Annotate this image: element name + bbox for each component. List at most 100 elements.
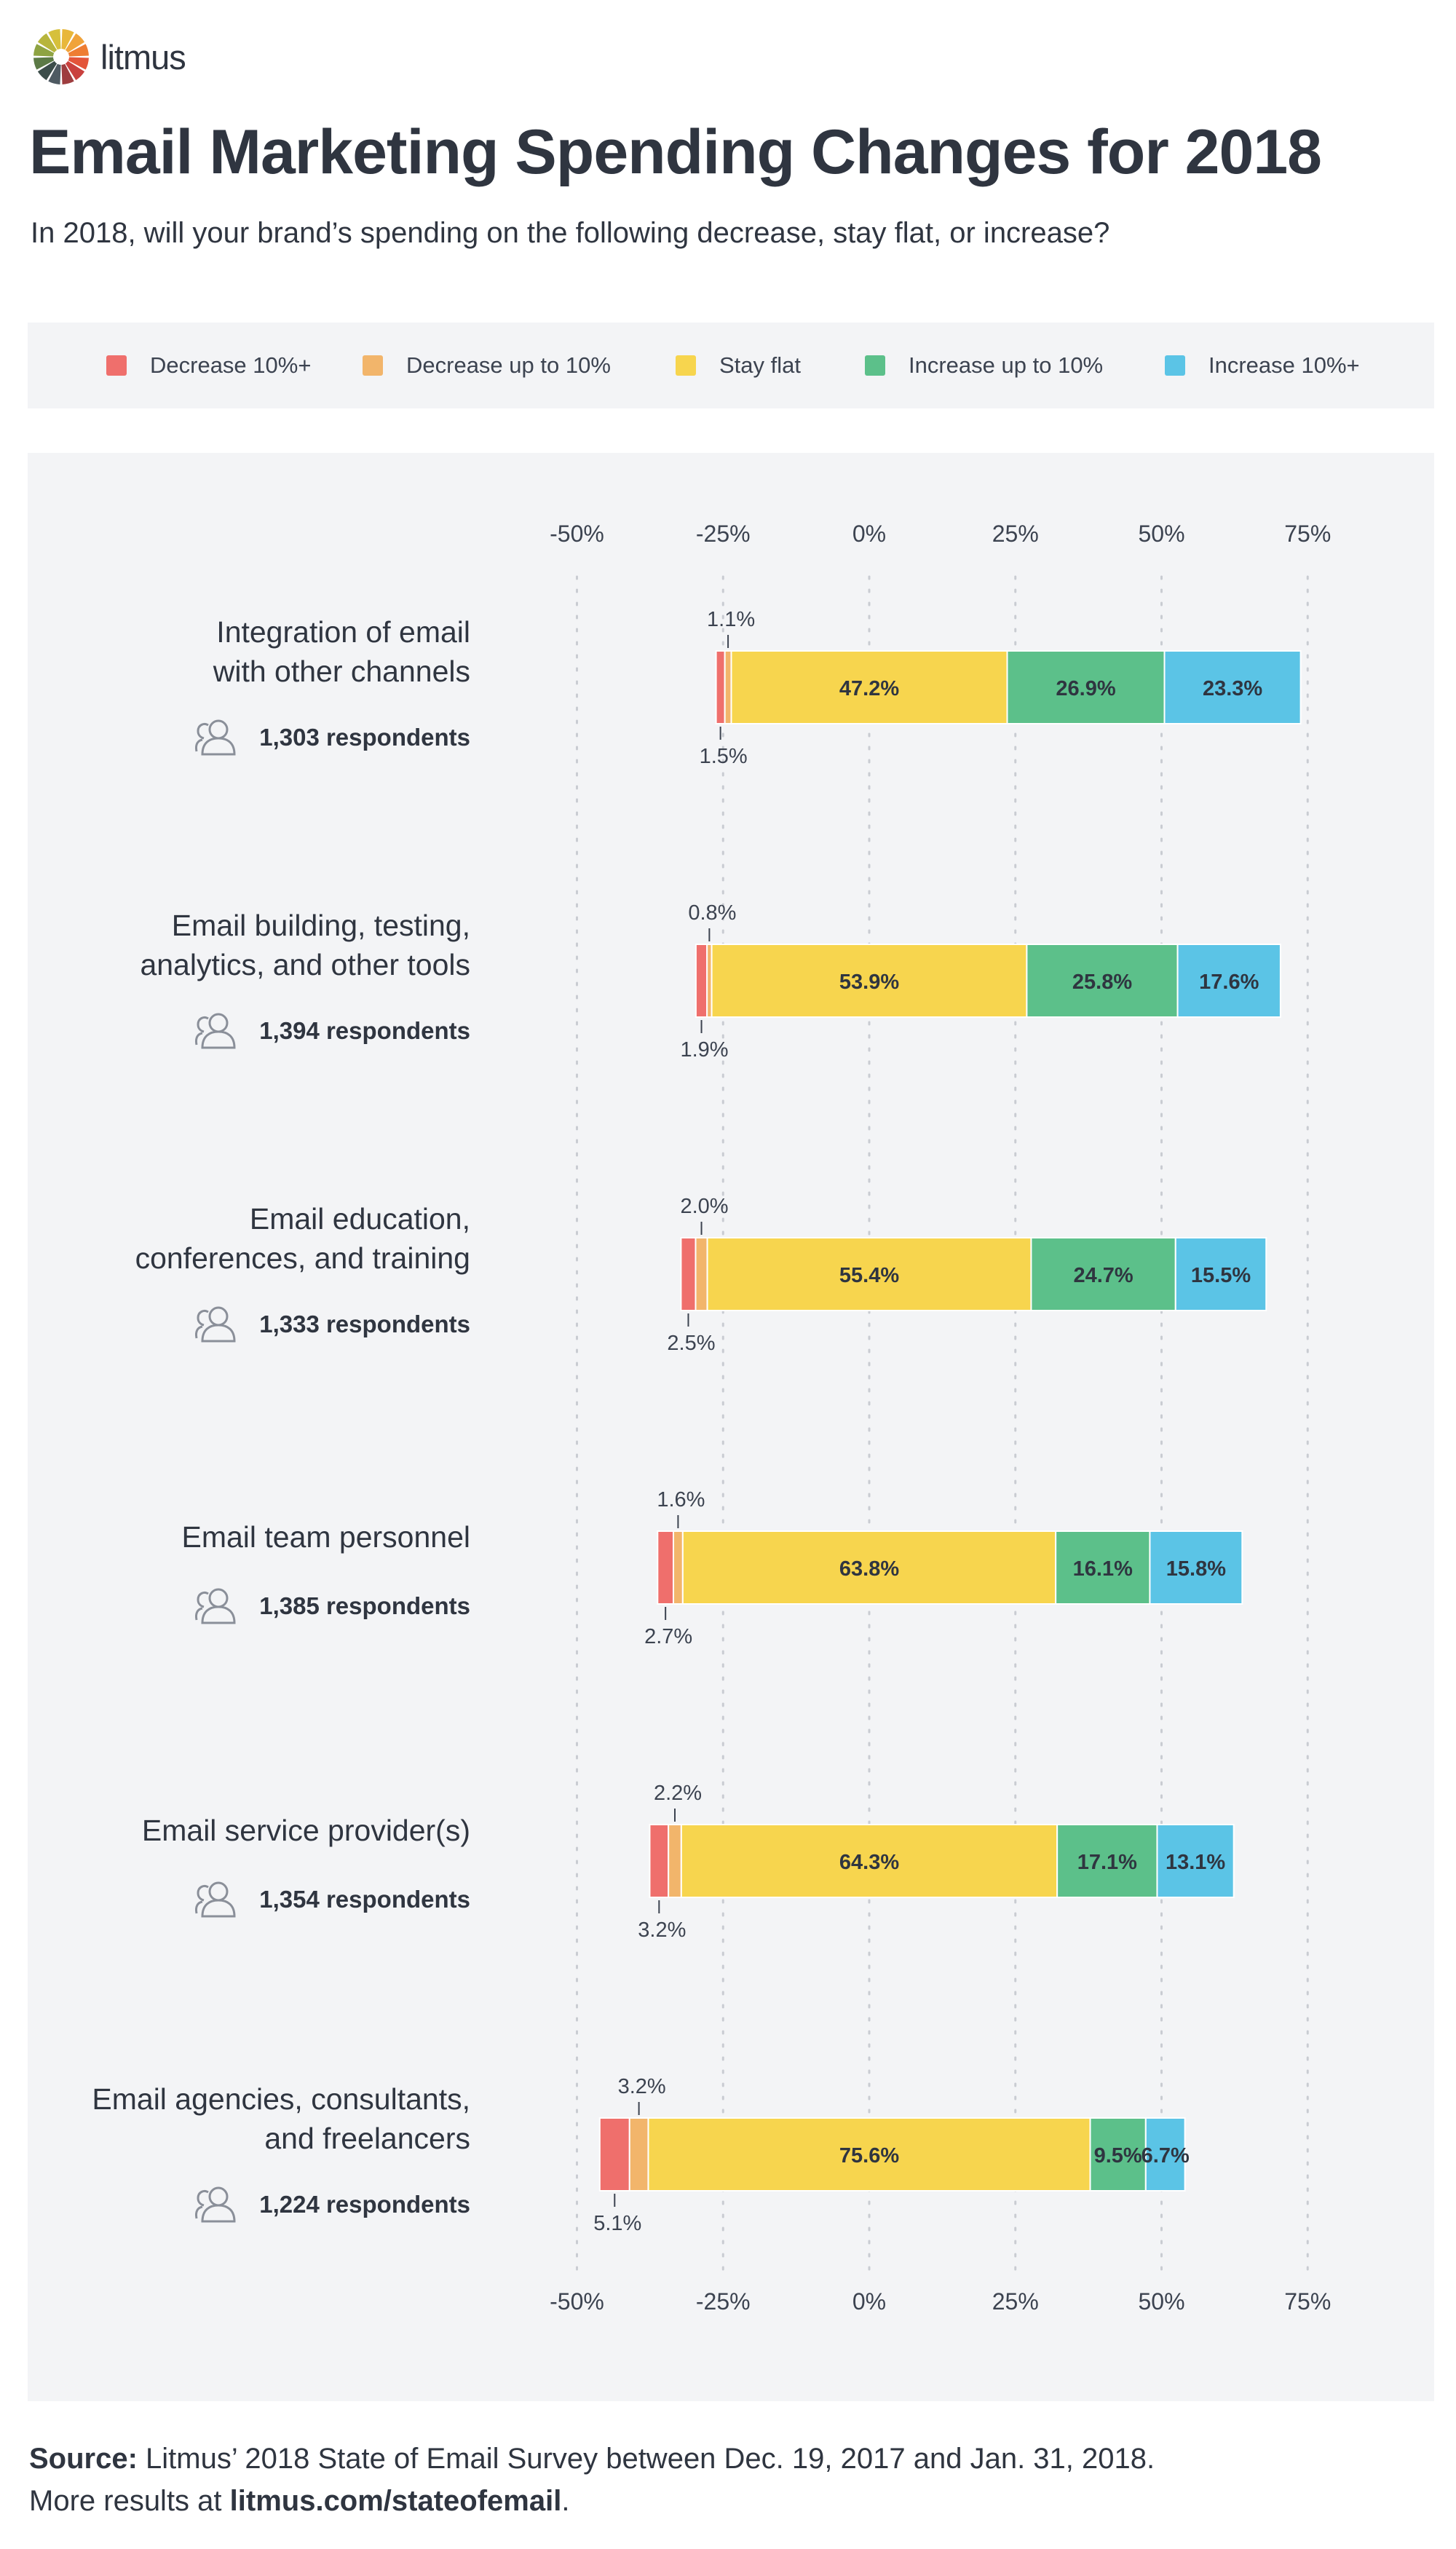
category-label: Email team personnel [181, 1520, 470, 1554]
logo-text: litmus [100, 37, 186, 76]
data-label: 2.7% [644, 1625, 692, 1648]
data-label: 2.2% [654, 1782, 702, 1805]
logo-segment [37, 33, 58, 53]
data-label: 15.5% [1191, 1264, 1251, 1287]
x-tick-label: -50% [550, 2288, 604, 2315]
bar-segment-increase-up-to-10 [1006, 650, 1166, 724]
bar-segment-stay-flat [711, 944, 1028, 1018]
legend-item-stay-flat: Stay flat [676, 352, 801, 379]
category-label: with other channels [213, 655, 470, 688]
data-label: 2.0% [680, 1195, 728, 1218]
logo-segment [33, 44, 55, 57]
x-tick-label: -25% [696, 521, 751, 547]
litmus-logo: litmus [32, 28, 186, 86]
x-tick-label: 25% [992, 2288, 1039, 2315]
bar-segment-decrease-up-to-10 [695, 1237, 708, 1311]
logo-segment [37, 60, 58, 81]
data-label: 24.7% [1073, 1264, 1133, 1287]
source-line-2: More results at litmus.com/stateofemail. [29, 2480, 1155, 2522]
legend-item-decrease-10-plus: Decrease 10%+ [106, 352, 311, 379]
logo-segment [48, 63, 61, 84]
bar-segment-decrease-10 [715, 650, 726, 724]
bar-segment-increase-10 [1176, 944, 1281, 1018]
page-subtitle: In 2018, will your brand’s spending on t… [31, 217, 1110, 249]
data-label: 23.3% [1203, 677, 1262, 700]
source-text: Litmus’ 2018 State of Email Survey betwe… [137, 2443, 1155, 2475]
x-tick-label: -25% [696, 2288, 751, 2315]
users-icon [195, 1306, 236, 1343]
legend-swatch [1165, 355, 1185, 376]
data-label: 3.2% [618, 2075, 666, 2098]
chart-panel: -50% -50% -25% -25% 0% 0% 25% 25% 50% 50% 75% 75% 47… [28, 453, 1434, 2401]
logo-segment [33, 57, 55, 70]
legend-label: Increase up to 10% [909, 352, 1104, 378]
bar-segment-stay-flat [681, 1530, 1057, 1605]
data-label: 0.8% [688, 901, 736, 925]
users-icon [195, 1588, 236, 1624]
users-icon [195, 1881, 236, 1918]
respondents-count: 1,385 respondents [259, 1592, 470, 1619]
data-label: 9.5% [1094, 2144, 1142, 2167]
chart-svg: -50% -50% -25% -25% 0% 0% 25% 25% 50% 50% 75% 75% 47… [92, 521, 1331, 2315]
respondents-count: 1,303 respondents [259, 724, 470, 751]
legend-label: Stay flat [719, 352, 801, 378]
chart-legend: Decrease 10%+ Decrease up to 10% Stay fl… [28, 323, 1434, 408]
data-label: 17.6% [1199, 971, 1259, 994]
data-label: 1.1% [707, 608, 755, 631]
data-label: 13.1% [1166, 1851, 1225, 1874]
category-label: conferences, and training [135, 1241, 470, 1275]
bar-segment-decrease-10 [680, 1237, 697, 1311]
x-tick-label: -50% [550, 521, 604, 547]
logo-segment [68, 44, 89, 57]
x-tick-label: 0% [852, 2288, 886, 2315]
bar-segment-increase-up-to-10 [1089, 2117, 1147, 2192]
data-label: 16.1% [1073, 1557, 1133, 1581]
x-tick-label: 50% [1138, 2288, 1184, 2315]
respondents-count: 1,224 respondents [259, 2191, 470, 2218]
data-label: 1.6% [657, 1488, 705, 1511]
bar-segment-stay-flat [706, 1237, 1032, 1311]
category-label: Email building, testing, [172, 909, 470, 942]
respondents-count: 1,354 respondents [259, 1886, 470, 1913]
data-label: 55.4% [839, 1264, 899, 1287]
bar-segment-decrease-10 [657, 1530, 674, 1605]
legend-item-decrease-up-to-10: Decrease up to 10% [363, 352, 611, 379]
source-line-1: Source: Litmus’ 2018 State of Email Surv… [29, 2438, 1155, 2480]
source-suffix: . [561, 2485, 570, 2517]
users-icon [195, 719, 236, 756]
legend-swatch [106, 355, 127, 376]
x-tick-label: 75% [1284, 521, 1331, 547]
logo-segment [61, 29, 74, 50]
bar-segment-increase-10 [1149, 1530, 1243, 1605]
bar-segment-stay-flat [680, 1824, 1059, 1898]
source-link[interactable]: litmus.com/stateofemail [229, 2485, 562, 2517]
bar-segment-decrease-up-to-10 [672, 1530, 684, 1605]
data-label: 47.2% [839, 677, 899, 700]
data-label: 53.9% [839, 971, 899, 994]
x-tick-label: 0% [852, 521, 886, 547]
data-label: 1.5% [700, 745, 748, 768]
legend-item-increase-up-to-10: Increase up to 10% [865, 352, 1103, 379]
data-label: 26.9% [1056, 677, 1115, 700]
x-tick-label: 75% [1284, 2288, 1331, 2315]
bar-segment-decrease-10 [649, 1824, 670, 1898]
category-label: analytics, and other tools [140, 948, 470, 981]
logo-segment [68, 57, 89, 70]
page-title: Email Marketing Spending Changes for 201… [29, 117, 1322, 187]
bar-segment-increase-10 [1163, 650, 1302, 724]
bar-segment-increase-up-to-10 [1055, 1530, 1151, 1605]
data-label: 63.8% [839, 1557, 899, 1581]
source-prefix: More results at [29, 2485, 230, 2517]
logo-segment [48, 29, 61, 50]
x-tick-label: 50% [1138, 521, 1184, 547]
data-label: 5.1% [593, 2212, 641, 2235]
users-icon [195, 1013, 236, 1049]
logo-segment [65, 60, 85, 81]
category-label: Integration of email [216, 615, 470, 649]
source-note: Source: Litmus’ 2018 State of Email Surv… [29, 2438, 1155, 2522]
data-label: 2.5% [667, 1332, 715, 1355]
bar-segment-decrease-10 [598, 2117, 630, 2192]
data-label: 64.3% [839, 1851, 899, 1874]
respondents-count: 1,394 respondents [259, 1017, 470, 1044]
bar-segment-increase-10 [1144, 2117, 1186, 2192]
